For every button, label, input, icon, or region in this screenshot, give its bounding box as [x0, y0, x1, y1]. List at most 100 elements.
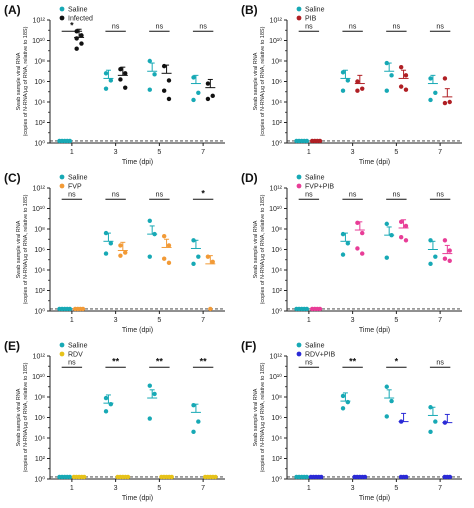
y-tick-label: 10⁸ — [34, 227, 45, 234]
y-axis-title: Swab sample viral RNA (copies of N-RNA/µg… — [253, 194, 266, 304]
data-point — [304, 306, 310, 312]
y-axis-label-line1: Swab sample viral RNA — [253, 388, 259, 446]
data-point — [118, 67, 123, 72]
x-tick-label: 7 — [201, 485, 205, 492]
data-point — [79, 33, 84, 38]
legend-label: RDV — [68, 352, 83, 359]
legend-marker — [296, 183, 302, 189]
data-point — [428, 261, 433, 267]
legend-label: Saline — [68, 175, 88, 182]
data-point — [210, 93, 215, 99]
data-point — [166, 78, 172, 83]
data-point — [447, 258, 452, 263]
legend-marker — [59, 183, 65, 189]
x-tick-label: 5 — [157, 317, 161, 324]
y-tick-label: 10⁴ — [34, 436, 45, 443]
data-point — [389, 398, 394, 404]
data-point — [384, 384, 389, 389]
x-axis-title: Time (dpi) — [122, 495, 153, 502]
data-point — [428, 429, 433, 435]
data-point — [340, 252, 346, 257]
data-point — [74, 29, 79, 34]
significance-label: ns — [68, 191, 76, 198]
data-point — [205, 81, 211, 86]
data-point — [191, 403, 196, 408]
y-axis-label-line2: (copies of N-RNA/µg of RNA, relative to … — [260, 26, 266, 136]
y-tick-label: 10⁶ — [34, 79, 45, 86]
data-point — [191, 261, 196, 267]
data-point — [317, 306, 323, 312]
significance-label: ns — [436, 191, 444, 198]
significance-label: ns — [305, 23, 313, 30]
data-point — [191, 97, 196, 103]
data-point — [340, 88, 346, 93]
significance-label: * — [395, 356, 399, 366]
data-point — [166, 260, 172, 266]
data-point — [428, 238, 433, 243]
data-point — [398, 219, 404, 225]
data-point — [103, 86, 109, 91]
significance-label: ** — [349, 356, 357, 366]
x-tick-label: 5 — [157, 485, 161, 492]
y-tick-label: 10⁸ — [271, 59, 282, 66]
y-tick-label: 10⁶ — [271, 79, 282, 86]
panel-label: (C) — [4, 171, 21, 185]
panel-label: (B) — [241, 3, 258, 17]
x-tick-label: 3 — [351, 485, 355, 492]
y-tick-label: 10⁶ — [34, 415, 45, 422]
panel-label: (E) — [4, 339, 20, 353]
y-tick-label: 10¹⁰ — [269, 373, 282, 381]
data-point — [360, 251, 365, 256]
y-tick-label: 10⁴ — [34, 268, 45, 275]
legend-label: RDV+PIB — [305, 352, 335, 359]
data-point — [355, 88, 360, 93]
data-point — [191, 429, 196, 435]
data-point — [447, 248, 452, 253]
x-tick-label: 5 — [394, 485, 398, 492]
data-point — [340, 70, 346, 75]
x-axis-title: Time (dpi) — [359, 495, 390, 502]
x-tick-label: 5 — [157, 149, 161, 156]
x-tick-label: 1 — [307, 149, 311, 156]
data-point — [355, 79, 360, 84]
legend-marker — [296, 351, 302, 357]
legend-label: Saline — [305, 175, 325, 182]
y-axis-label-line2: (copies of N-RNA/µg of RNA, relative to … — [23, 362, 29, 472]
data-point — [169, 474, 174, 480]
y-axis-title: Swab sample viral RNA (copies of N-RNA/µg… — [253, 26, 266, 136]
data-point — [304, 138, 310, 144]
significance-label: ** — [156, 356, 164, 366]
data-point — [67, 138, 73, 144]
y-tick-label: 10⁸ — [271, 395, 282, 402]
y-axis-label-line1: Swab sample viral RNA — [16, 220, 22, 278]
data-point — [360, 86, 365, 91]
significance-label: ns — [112, 23, 120, 30]
data-point — [208, 306, 213, 312]
data-point — [166, 96, 172, 102]
y-tick-label: 10² — [272, 456, 283, 463]
chart-panel: (C) Swab sample viral RNA (copies of N-RNA… — [4, 171, 225, 334]
legend-label: FVP — [68, 184, 82, 191]
legend-marker — [59, 15, 65, 21]
chart-panel: (B) Swab sample viral RNA (copies of N-RNA… — [241, 3, 462, 166]
significance-label: ns — [349, 191, 357, 198]
chart-panel: (A) Swab sample viral RNA (copies of N-RNA… — [4, 3, 225, 166]
data-point — [447, 474, 453, 480]
y-tick-label: 10¹² — [270, 186, 283, 193]
data-point — [205, 254, 211, 259]
y-tick-label: 10¹² — [33, 186, 46, 193]
panel-label: (F) — [241, 339, 256, 353]
y-tick-label: 10² — [272, 288, 283, 295]
y-tick-label: 10¹² — [270, 18, 283, 25]
significance-label: * — [70, 20, 74, 30]
legend-marker — [296, 15, 302, 21]
y-tick-label: 10² — [272, 120, 283, 127]
data-point — [123, 85, 128, 90]
data-point — [196, 254, 201, 259]
legend-label: Saline — [68, 343, 88, 350]
data-point — [340, 406, 346, 411]
data-point — [384, 221, 389, 227]
y-tick-label: 10⁰ — [34, 140, 45, 148]
significance-label: ns — [393, 23, 401, 30]
